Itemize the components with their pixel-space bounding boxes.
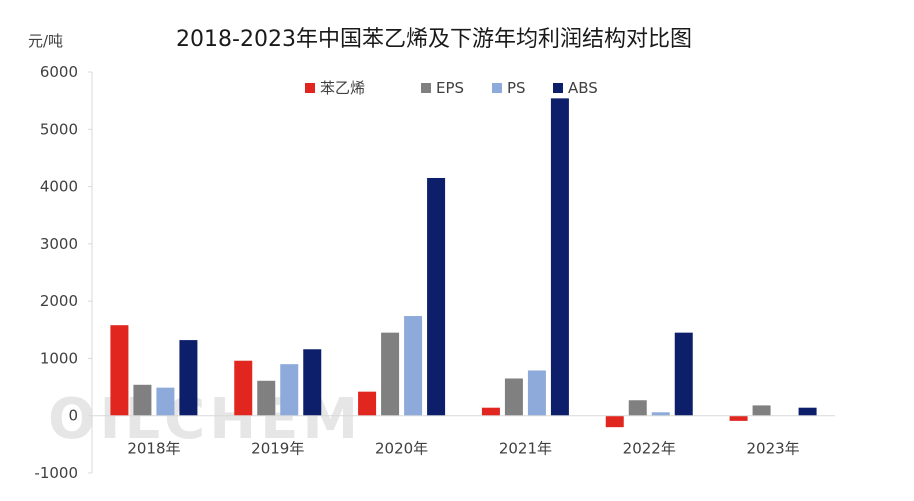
y-tick-label: 0	[68, 407, 78, 425]
bar	[303, 349, 322, 416]
bar	[628, 400, 647, 416]
bar	[752, 405, 771, 416]
bars	[110, 98, 817, 428]
legend-label: EPS	[436, 79, 464, 97]
bar	[257, 380, 276, 416]
y-tick-label: 6000	[40, 63, 78, 81]
bar	[179, 340, 198, 416]
bar	[605, 415, 624, 428]
legend: 苯乙烯 EPS PS ABS	[305, 79, 598, 97]
bar	[156, 387, 175, 416]
x-tick-label: 2018年	[127, 440, 180, 458]
bar	[381, 332, 400, 416]
y-axis: -1000 0 1000 2000 3000 4000 5000 6000	[34, 63, 93, 482]
legend-swatch	[421, 83, 431, 93]
bar	[133, 384, 152, 416]
y-tick-label: 1000	[40, 349, 78, 367]
bar	[651, 412, 670, 416]
bar	[110, 325, 129, 416]
legend-swatch	[553, 83, 563, 93]
bar	[674, 332, 693, 416]
bar	[504, 378, 523, 416]
y-tick-label: 2000	[40, 292, 78, 310]
bar	[404, 316, 423, 416]
bar	[280, 364, 299, 416]
bar	[798, 407, 817, 416]
y-tick-label: -1000	[34, 464, 78, 482]
legend-label: PS	[507, 79, 526, 97]
y-tick-label: 4000	[40, 178, 78, 196]
bar	[427, 177, 446, 416]
x-tick-label: 2023年	[746, 440, 799, 458]
bar	[481, 407, 500, 416]
x-tick-label: 2021年	[499, 440, 552, 458]
chart-title: 2018-2023年中国苯乙烯及下游年均利润结构对比图	[176, 27, 692, 52]
y-tick-label: 5000	[40, 120, 78, 138]
x-tick-label: 2022年	[623, 440, 676, 458]
bar	[550, 98, 569, 416]
bar	[527, 370, 546, 416]
bar	[234, 360, 253, 416]
x-tick-label: 2019年	[251, 440, 304, 458]
legend-swatch	[492, 83, 502, 93]
bar	[358, 391, 377, 416]
y-tick-label: 3000	[40, 235, 78, 253]
x-axis: 2018年 2019年 2020年 2021年 2022年 2023年	[92, 415, 835, 458]
y-axis-unit: 元/吨	[28, 32, 63, 50]
legend-label: 苯乙烯	[320, 79, 365, 97]
legend-swatch	[305, 83, 315, 93]
legend-label: ABS	[568, 79, 598, 97]
x-tick-label: 2020年	[375, 440, 428, 458]
bar	[729, 415, 748, 421]
